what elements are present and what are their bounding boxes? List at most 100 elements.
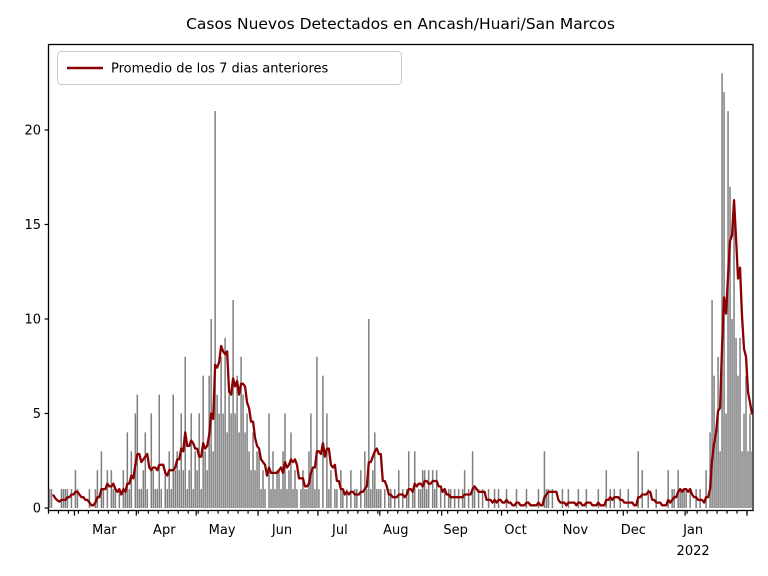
- bar: [94, 489, 97, 508]
- bar: [733, 205, 735, 508]
- bar: [717, 356, 719, 508]
- bar: [461, 489, 464, 508]
- bar: [326, 413, 328, 508]
- bar: [737, 375, 739, 508]
- bar: [398, 470, 400, 508]
- bar: [264, 489, 266, 508]
- bar: [214, 111, 216, 508]
- bar: [407, 451, 410, 508]
- bar: [142, 470, 145, 508]
- bar: [284, 413, 286, 508]
- bar: [124, 489, 127, 508]
- bar: [443, 489, 446, 508]
- month-label: Jan: [682, 523, 703, 538]
- bar: [260, 489, 262, 508]
- bar: [585, 489, 588, 508]
- bar: [248, 451, 250, 508]
- bar: [272, 451, 274, 508]
- x-axis-ticks: [47, 510, 748, 516]
- bar: [160, 489, 163, 508]
- bar: [70, 489, 73, 508]
- bar: [647, 489, 649, 508]
- bar: [515, 489, 518, 508]
- bar: [641, 470, 643, 508]
- bar: [294, 470, 296, 508]
- bar: [220, 356, 222, 508]
- bar: [481, 489, 484, 508]
- bar: [74, 470, 77, 508]
- bar: [296, 489, 298, 508]
- bar: [709, 432, 711, 508]
- bar: [364, 451, 366, 508]
- y-tick-label: 5: [33, 407, 41, 422]
- bar: [749, 413, 751, 508]
- chart-title: Casos Nuevos Detectados en Ancash/Huari/…: [186, 15, 615, 33]
- bar: [310, 413, 312, 508]
- bar: [525, 489, 528, 508]
- month-label: Apr: [153, 523, 176, 538]
- month-label: Nov: [563, 523, 589, 538]
- month-label: Sep: [443, 523, 468, 538]
- bar: [683, 489, 685, 508]
- bar: [356, 489, 358, 508]
- bar: [262, 470, 264, 508]
- bar: [240, 356, 242, 508]
- bar: [453, 489, 456, 508]
- bar: [76, 489, 79, 508]
- bar: [384, 489, 386, 508]
- bar: [288, 470, 290, 508]
- bar: [745, 375, 747, 508]
- bar: [431, 470, 434, 508]
- bar: [190, 413, 192, 508]
- y-axis-labels: 0 5 10 15 20: [24, 124, 41, 517]
- bar: [719, 451, 721, 508]
- bar: [685, 489, 687, 508]
- bar: [244, 432, 246, 508]
- bar: [751, 451, 753, 508]
- bar: [330, 470, 332, 508]
- month-label: Jul: [331, 523, 348, 538]
- bar: [194, 451, 196, 508]
- bar: [627, 489, 630, 508]
- bar: [677, 470, 679, 508]
- bar: [144, 432, 147, 508]
- bar: [172, 394, 174, 508]
- bar: [290, 432, 292, 508]
- bar: [252, 432, 254, 508]
- month-label: Oct: [504, 523, 526, 538]
- bar: [463, 470, 466, 508]
- bar: [370, 489, 372, 508]
- bar: [725, 413, 727, 508]
- bar: [200, 489, 202, 508]
- bar: [268, 413, 270, 508]
- bar: [711, 300, 713, 508]
- bar: [447, 489, 450, 508]
- month-label: Aug: [383, 523, 408, 538]
- bar: [152, 470, 155, 508]
- bar: [350, 470, 352, 508]
- bar: [667, 470, 669, 508]
- bar: [222, 413, 224, 508]
- bar: [60, 489, 63, 508]
- bar: [254, 470, 256, 508]
- bar: [126, 432, 129, 508]
- bar: [178, 470, 180, 508]
- bar: [561, 489, 564, 508]
- bar: [208, 375, 210, 508]
- bar: [188, 470, 190, 508]
- month-label: Mar: [92, 523, 117, 538]
- bar: [543, 451, 546, 508]
- bar: [402, 489, 404, 508]
- bar: [681, 489, 683, 508]
- avg-line: [52, 199, 754, 507]
- bar: [216, 394, 218, 508]
- bar: [405, 489, 408, 508]
- bar: [306, 489, 308, 508]
- bar: [497, 489, 500, 508]
- bar: [354, 489, 356, 508]
- plot-border: [47, 43, 754, 512]
- bar: [114, 489, 117, 508]
- bar: [735, 337, 737, 508]
- bar: [505, 489, 508, 508]
